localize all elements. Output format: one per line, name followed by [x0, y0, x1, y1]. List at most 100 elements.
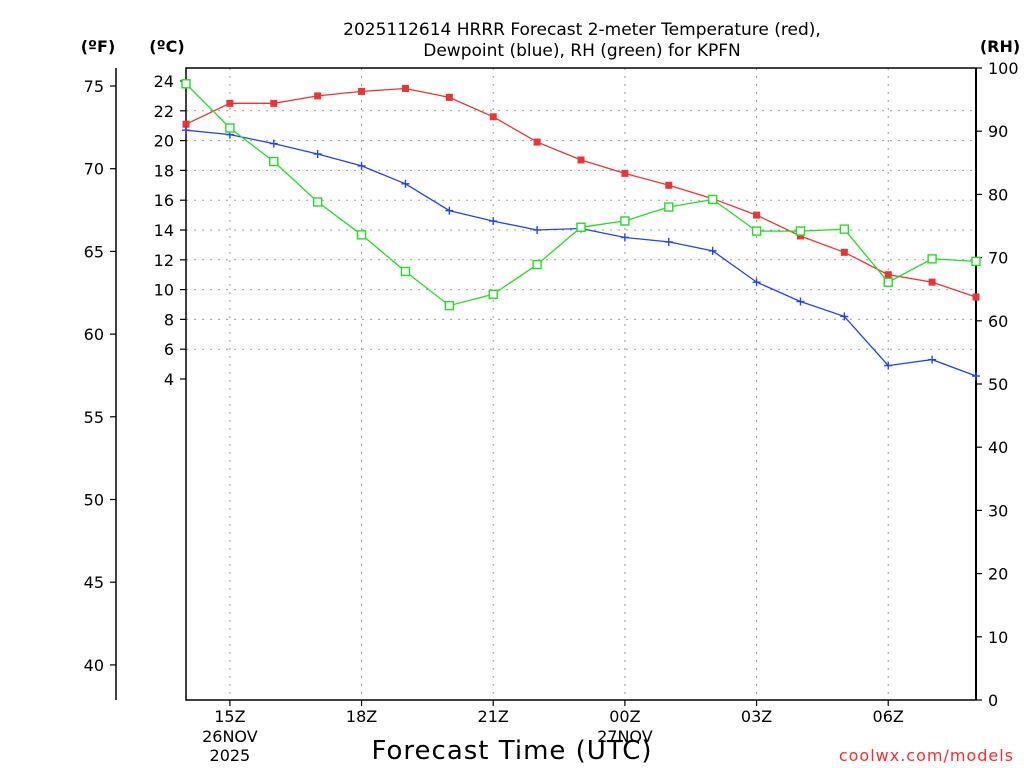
celsius-unit-label: (ºC) — [149, 37, 184, 56]
temperature-point — [182, 120, 190, 128]
fahrenheit-tick-label: 60 — [84, 325, 104, 344]
axes: 40 45 50 55 60 65 70 75 4 6 8 10 12 14 16 18 20 22 24 0 10 20… — [84, 59, 1019, 765]
temperature-point — [928, 278, 936, 286]
celsius-tick-label: 4 — [164, 370, 174, 389]
dewpoint-point — [269, 139, 278, 148]
celsius-tick-label: 12 — [154, 251, 174, 270]
rh-point — [751, 226, 762, 236]
temperature-point — [665, 181, 673, 189]
rh-point — [664, 202, 674, 212]
rh-point — [444, 300, 455, 311]
data-series — [181, 79, 981, 381]
x-tick-date-label: 26NOV — [202, 727, 258, 746]
celsius-tick-label: 22 — [154, 102, 174, 121]
dewpoint-point — [884, 361, 893, 370]
x-tick-label: 00Z — [609, 707, 640, 726]
rh-tick-label: 0 — [988, 691, 998, 710]
rh-tick-label: 40 — [988, 438, 1008, 457]
fahrenheit-tick-label: 40 — [84, 656, 104, 675]
temperature-point — [314, 92, 322, 100]
chart-title-line-1: 2025112614 HRRR Forecast 2-meter Tempera… — [343, 20, 821, 40]
chart-title-line-2: Dewpoint (blue), RH (green) for KPFN — [423, 41, 740, 61]
rh-point — [620, 216, 630, 226]
rh-series — [181, 79, 981, 311]
temperature-point — [401, 84, 409, 92]
rh-tick-label: 70 — [988, 249, 1008, 268]
rh-unit-label: (RH) — [980, 37, 1020, 56]
rh-point — [532, 259, 542, 270]
chart-title: 2025112614 HRRR Forecast 2-meter Tempera… — [343, 20, 821, 61]
dewpoint-point — [620, 233, 629, 242]
x-tick-label: 03Z — [741, 707, 772, 726]
rh-tick-label: 100 — [988, 59, 1019, 78]
dewpoint-point — [708, 246, 717, 255]
dewpoint-point — [182, 126, 190, 135]
temperature-point — [621, 169, 629, 177]
dewpoint-point — [840, 312, 849, 321]
rh-point — [795, 226, 806, 236]
rh-point — [707, 194, 718, 205]
temperature-point — [796, 232, 804, 240]
celsius-tick-label: 24 — [154, 72, 174, 91]
temperature-point — [445, 93, 453, 101]
celsius-tick-label: 20 — [154, 132, 174, 151]
rh-point — [356, 230, 367, 240]
x-tick-year-label: 2025 — [210, 746, 251, 765]
fahrenheit-tick-label: 55 — [84, 408, 104, 427]
rh-tick-label: 50 — [988, 375, 1008, 394]
rh-point — [927, 254, 937, 264]
dewpoint-point — [664, 237, 673, 246]
dewpoint-point — [401, 179, 410, 188]
dewpoint-series — [182, 126, 980, 381]
celsius-tick-label: 18 — [154, 161, 174, 180]
x-tick-date-label: 27NOV — [597, 727, 653, 746]
dewpoint-point — [752, 278, 761, 287]
rh-point — [181, 79, 191, 89]
celsius-tick-label: 10 — [154, 281, 174, 300]
temperature-point — [489, 113, 497, 121]
rh-point — [225, 123, 235, 133]
rh-point — [971, 256, 981, 267]
fahrenheit-unit-label: (ºF) — [81, 37, 116, 56]
x-tick-label: 06Z — [873, 707, 904, 726]
temperature-point — [533, 138, 541, 146]
x-tick-label: 18Z — [346, 707, 377, 726]
dewpoint-point — [445, 206, 454, 215]
celsius-tick-label: 6 — [164, 340, 174, 359]
credit-label: coolwx.com/models — [839, 746, 1014, 765]
temperature-line — [185, 87, 977, 298]
dewpoint-point — [972, 372, 980, 381]
dewpoint-line — [185, 129, 977, 377]
celsius-tick-label: 8 — [164, 310, 174, 329]
rh-point — [312, 197, 323, 207]
celsius-tick-label: 16 — [154, 191, 174, 210]
rh-line — [185, 83, 977, 307]
rh-point — [839, 224, 850, 234]
rh-tick-label: 60 — [988, 312, 1008, 331]
temperature-point — [577, 156, 585, 164]
fahrenheit-tick-label: 50 — [84, 491, 104, 510]
rh-tick-label: 10 — [988, 628, 1008, 647]
fahrenheit-tick-label: 75 — [84, 77, 104, 96]
temperature-point — [270, 99, 278, 107]
dewpoint-point — [489, 217, 498, 226]
rh-point — [576, 222, 586, 232]
x-tick-label: 21Z — [478, 707, 509, 726]
dewpoint-point — [796, 297, 805, 306]
dewpoint-point — [313, 150, 322, 159]
rh-point — [883, 277, 893, 287]
temperature-point — [840, 248, 848, 256]
rh-tick-label: 30 — [988, 501, 1008, 520]
fahrenheit-tick-label: 45 — [84, 573, 104, 592]
fahrenheit-tick-label: 65 — [84, 242, 104, 261]
celsius-tick-label: 14 — [154, 221, 174, 240]
rh-point — [488, 289, 498, 299]
x-axis-label: Forecast Time (UTC) — [371, 736, 652, 766]
rh-tick-label: 20 — [988, 565, 1008, 584]
dewpoint-point — [357, 161, 366, 170]
temperature-series — [182, 84, 980, 301]
temperature-point — [753, 211, 761, 219]
temperature-point — [226, 99, 234, 107]
rh-point — [269, 156, 279, 167]
dewpoint-point — [533, 226, 542, 234]
